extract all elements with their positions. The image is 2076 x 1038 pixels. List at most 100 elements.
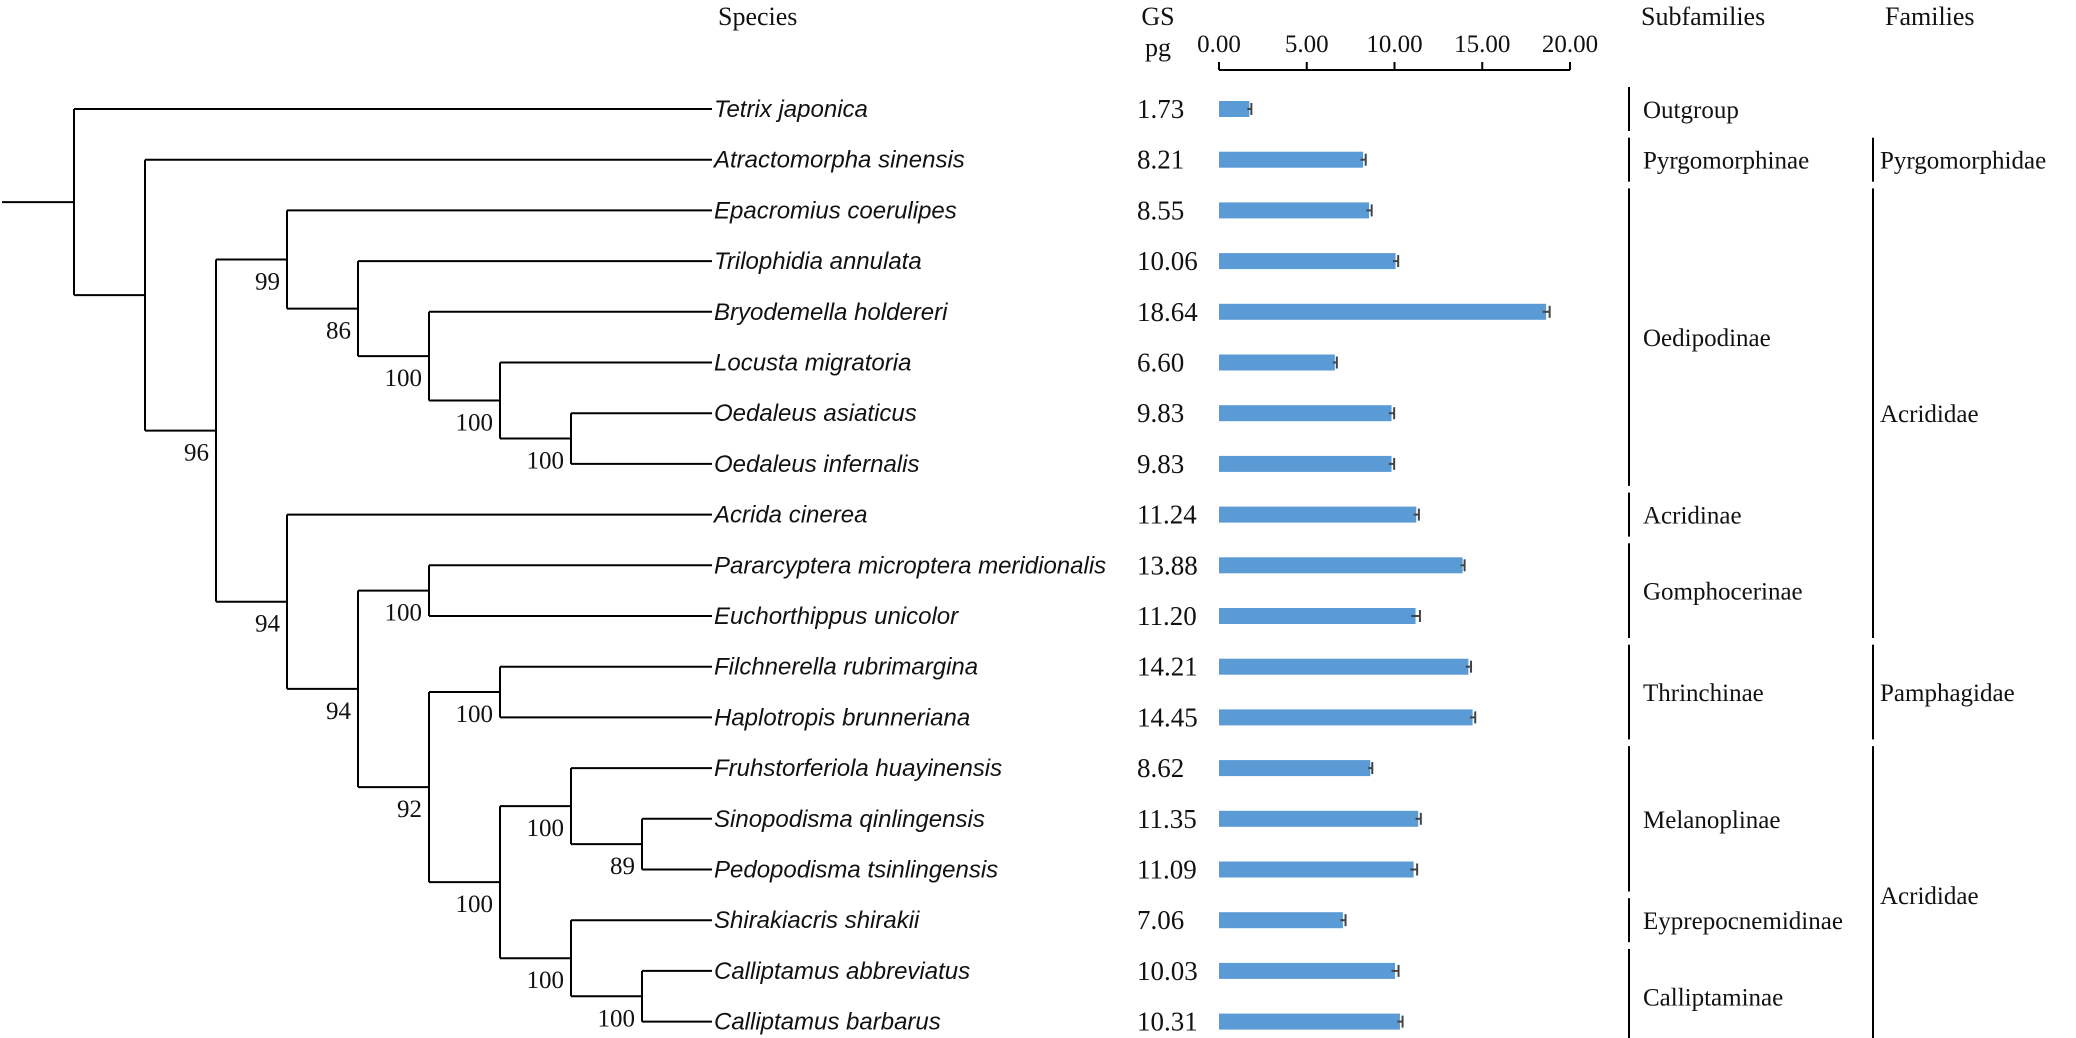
gs-value-label: 7.06 (1137, 905, 1184, 935)
species-label: Oedaleus infernalis (714, 451, 919, 478)
gs-value-label: 13.88 (1137, 550, 1198, 580)
gs-bar (1219, 861, 1414, 878)
gs-bar (1219, 760, 1371, 777)
gs-value-label: 9.83 (1137, 398, 1184, 428)
bootstrap-support-label: 100 (385, 365, 423, 392)
bootstrap-support-label: 100 (527, 815, 565, 842)
gs-value-label: 11.24 (1137, 500, 1197, 530)
x-tick-label: 10.00 (1366, 31, 1422, 58)
gs-bar (1219, 506, 1417, 523)
species-label: Oedaleus asiaticus (714, 400, 917, 427)
bootstrap-support-label: 86 (326, 318, 351, 345)
species-label: Calliptamus barbarus (714, 1009, 941, 1036)
species-label: Fruhstorferiola huayinensis (714, 755, 1002, 782)
subfamily-label: Outgroup (1643, 97, 1739, 124)
bootstrap-support-label: 100 (456, 410, 494, 437)
classification-brackets: Outgroup Pyrgomorphinae Oedipodinae Acridin… (1628, 87, 2046, 1038)
subfamily-label: Calliptaminae (1643, 984, 1783, 1011)
species-label: Pedopodisma tsinlingensis (714, 857, 998, 884)
species-label: Bryodemella holdereri (714, 299, 948, 326)
subfamilies-header: Subfamilies (1641, 2, 1765, 31)
bootstrap-support-label: 94 (255, 611, 281, 638)
bootstrap-support-label: 100 (527, 967, 565, 994)
species-label: Locusta migratoria (714, 350, 911, 377)
gs-bar (1219, 912, 1343, 929)
gs-value-label: 11.20 (1137, 601, 1197, 631)
x-tick-label: 5.00 (1285, 31, 1329, 58)
gs-value-label: 10.31 (1137, 1007, 1198, 1037)
subfamily-label: Eyprepocnemidinae (1643, 908, 1843, 935)
gs-value-label: 11.09 (1137, 855, 1197, 885)
bootstrap-support-label: 100 (456, 701, 494, 728)
bootstrap-support-label: 99 (255, 269, 280, 296)
gs-bar (1219, 253, 1396, 270)
gs-bar (1219, 202, 1370, 219)
gs-bars (1219, 101, 1551, 1030)
gs-bar (1219, 810, 1419, 827)
gs-bar (1219, 354, 1335, 371)
species-label: Epacromius coerulipes (714, 197, 957, 224)
species-label: Trilophidia annulata (714, 248, 922, 275)
family-label: Acrididae (1880, 883, 1979, 910)
family-label: Pamphagidae (1880, 680, 2015, 707)
species-label: Sinopodisma qinlingensis (714, 806, 985, 833)
gs-value-label: 14.45 (1137, 702, 1198, 732)
species-header: Species (718, 2, 797, 31)
bootstrap-support-label: 94 (326, 698, 352, 725)
subfamily-label: Pyrgomorphinae (1643, 148, 1809, 175)
x-tick-label: 0.00 (1197, 31, 1241, 58)
species-label: Shirakiacris shirakii (714, 907, 920, 934)
gs-value-label: 6.60 (1137, 348, 1184, 378)
gs-bar (1219, 303, 1547, 320)
subfamily-label: Thrinchinae (1643, 680, 1764, 707)
column-headers: Species GS pg Subfamilies Families (718, 2, 1975, 62)
gs-bar (1219, 151, 1364, 168)
gs-bar (1219, 455, 1392, 472)
subfamily-label: Gomphocerinae (1643, 579, 1803, 606)
gs-value-label: 9.83 (1137, 449, 1184, 479)
gs-value-label: 1.73 (1137, 94, 1184, 124)
species-label: Filchnerella rubrimargina (714, 654, 978, 681)
bootstrap-support-label: 100 (598, 1005, 636, 1032)
bootstrap-support-label: 100 (456, 891, 494, 918)
species-label: Haplotropis brunneriana (714, 704, 970, 731)
bootstrap-support-label: 89 (610, 853, 635, 880)
species-label: Tetrix japonica (714, 96, 868, 123)
gs-axis: 0.00 5.00 10.00 15.00 20.00 (1197, 31, 1598, 71)
gs-bar (1219, 658, 1469, 675)
species-label: Acrida cinerea (712, 502, 867, 529)
gs-value-label: 10.06 (1137, 246, 1198, 276)
gs-value-label: 14.21 (1137, 652, 1198, 682)
bootstrap-support-label: 96 (184, 440, 209, 467)
gs-value-label: 8.62 (1137, 753, 1184, 783)
gs-value-label: 8.55 (1137, 195, 1184, 225)
species-labels: Tetrix japonica Atractomorpha sinensis Epa… (712, 96, 1106, 1036)
gs-bar (1219, 962, 1396, 979)
gs-value-label: 10.03 (1137, 956, 1198, 986)
families-header: Families (1885, 2, 1975, 31)
gs-bar (1219, 557, 1463, 574)
bootstrap-support-label: 100 (527, 448, 565, 475)
gs-bar (1219, 405, 1392, 422)
species-label: Euchorthippus unicolor (714, 603, 959, 630)
x-tick-label: 20.00 (1542, 31, 1598, 58)
family-label: Acrididae (1880, 401, 1979, 428)
gs-bar (1219, 101, 1250, 117)
gs-header: GS (1141, 2, 1174, 31)
gs-value-label: 8.21 (1137, 145, 1184, 175)
subfamily-label: Melanoplinae (1643, 807, 1780, 834)
family-label: Pyrgomorphidae (1880, 148, 2046, 175)
gs-bar (1219, 709, 1473, 726)
species-label: Atractomorpha sinensis (712, 147, 965, 174)
gs-value-label: 11.35 (1137, 804, 1197, 834)
bootstrap-support-label: 100 (385, 600, 423, 627)
gs-value-labels: 1.73 8.21 8.55 10.06 18.64 6.60 9.83 9.83 11.24 1… (1137, 94, 1198, 1037)
bootstrap-support-label: 92 (397, 796, 422, 823)
gs-unit-header: pg (1145, 33, 1171, 62)
gs-bar (1219, 608, 1416, 624)
phylogenetic-tree: 100 100 100 86 99 100 100 89 100 100 100 100 92 94 94 9… (2, 108, 712, 1032)
species-label: Calliptamus abbreviatus (714, 958, 970, 985)
subfamily-label: Acridinae (1643, 503, 1742, 530)
species-label: Pararcyptera microptera meridionalis (714, 552, 1106, 579)
